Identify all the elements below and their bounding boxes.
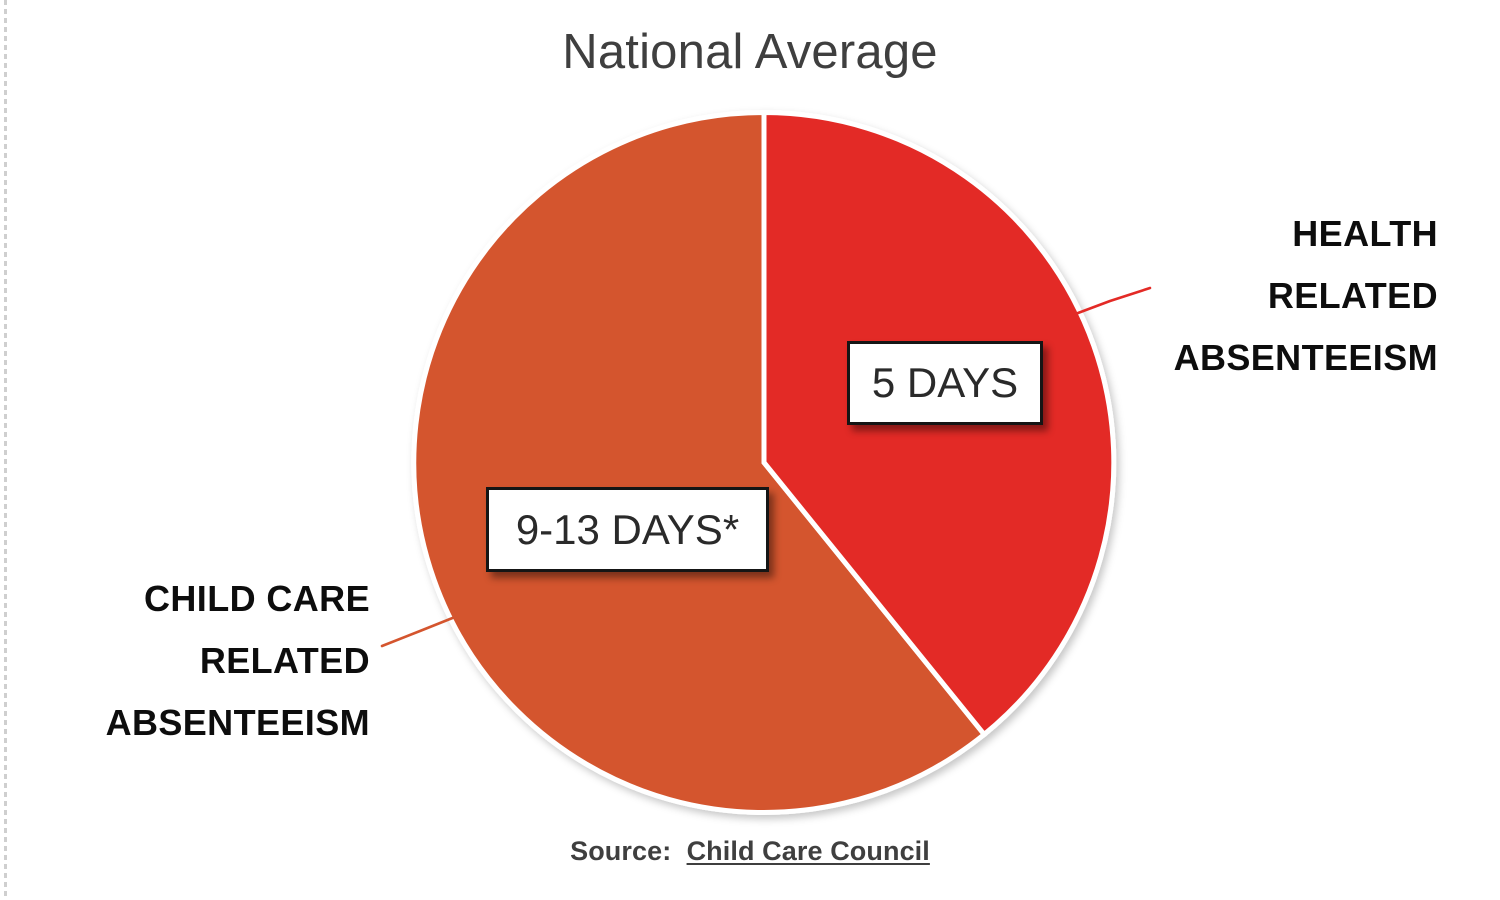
callout-health-line-3: ABSENTEEISM <box>1173 336 1438 378</box>
callout-health-line-1: HEALTH <box>1292 213 1438 254</box>
callout-childcare-line-1: CHILD CARE <box>144 578 370 619</box>
source-prefix-label: Source: <box>570 836 672 866</box>
source-note: Source: Child Care Council <box>0 836 1500 867</box>
data-label-child-care-days[interactable]: 9-13 DAYS* <box>486 487 769 572</box>
callout-childcare-line-2: RELATED <box>199 639 370 681</box>
leader-line-health-related <box>1076 286 1152 315</box>
pie-slice-child-care-related-absenteeism[interactable] <box>411 109 988 815</box>
page-title: National Average <box>562 25 938 79</box>
slide-left-frame-rule <box>4 0 7 900</box>
callout-health-line-2: RELATED <box>1267 274 1438 316</box>
data-label-health-days[interactable]: 5 DAYS <box>847 341 1043 425</box>
source-link[interactable]: Child Care Council <box>686 836 930 866</box>
leader-line-child-care-related <box>380 615 457 648</box>
callout-childcare-line-3: ABSENTEEISM <box>105 701 370 743</box>
callout-child-care-related-absenteeism: CHILD CARE RELATED ABSENTEEISM <box>20 568 370 754</box>
callout-health-related-absenteeism: HEALTH RELATED ABSENTEEISM <box>1020 203 1470 389</box>
